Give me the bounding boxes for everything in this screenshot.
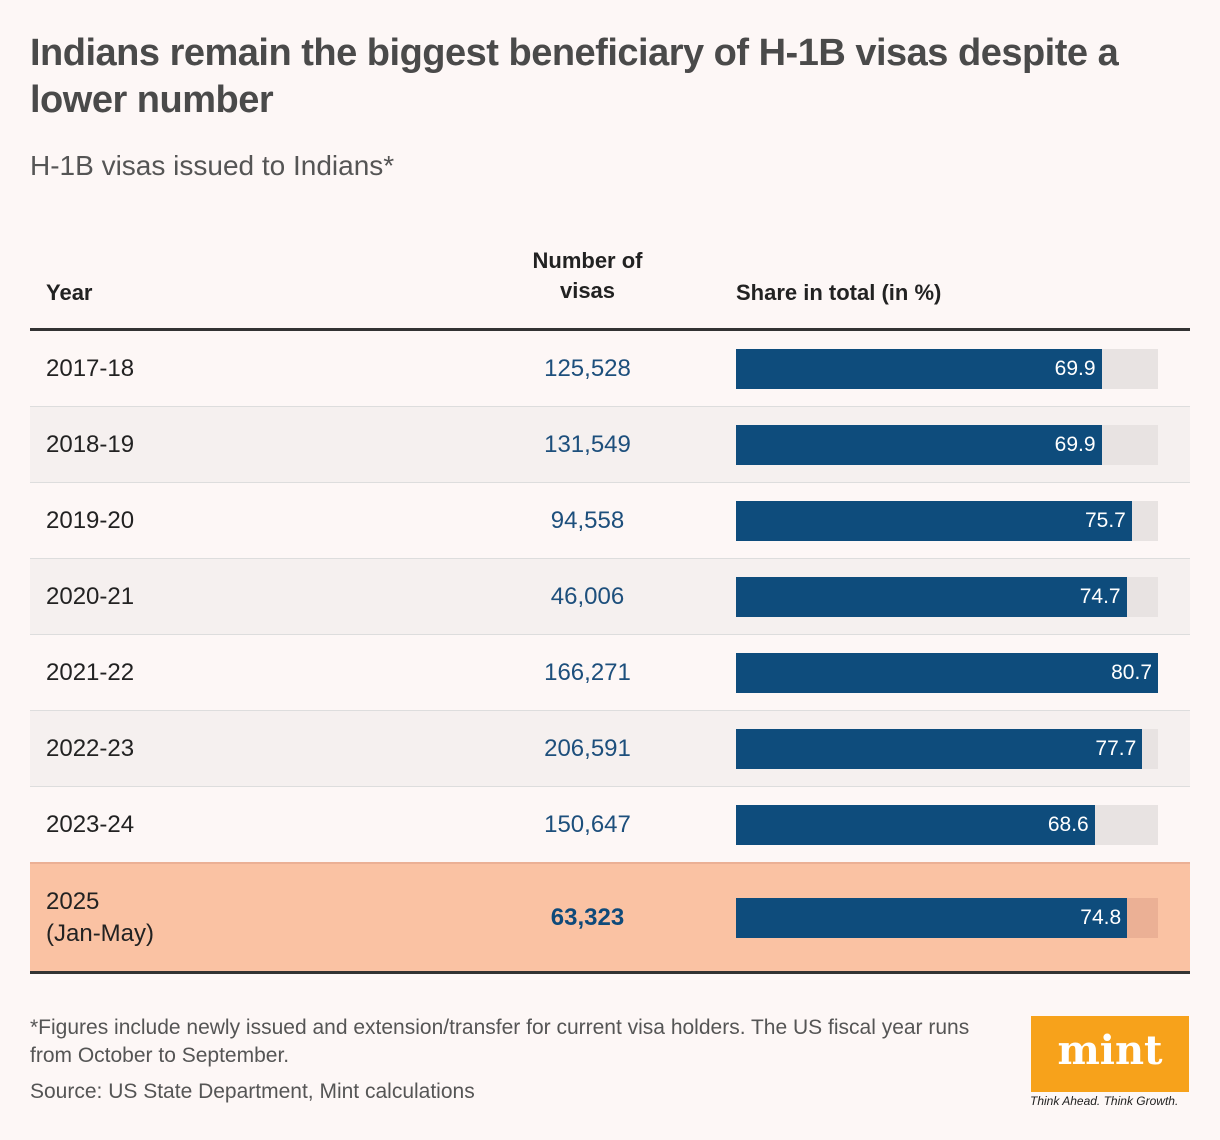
share-bar: 69.9 bbox=[736, 424, 1102, 465]
table-row: 2019-20 94,558 75.7 bbox=[30, 483, 1190, 559]
year-cell: 2020-21 bbox=[46, 582, 135, 610]
share-label: 77.7 bbox=[1095, 736, 1137, 760]
share-track: 68.6 bbox=[736, 804, 1158, 845]
table-row: 2017-18 125,528 69.9 bbox=[30, 331, 1190, 407]
source: Source: US State Department, Mint calcul… bbox=[30, 1080, 475, 1103]
year-cell: 2022-23 bbox=[46, 734, 135, 762]
share-track: 74.8 bbox=[736, 898, 1158, 938]
share-track: 69.9 bbox=[736, 348, 1158, 389]
share-track: 80.7 bbox=[736, 652, 1158, 693]
year-cell: 2025 (Jan-May) bbox=[46, 888, 155, 947]
share-bar: 74.8 bbox=[736, 898, 1128, 938]
share-track: 77.7 bbox=[736, 728, 1158, 769]
visas-cell: 150,647 bbox=[544, 810, 631, 838]
bottom-rule bbox=[30, 971, 1190, 974]
year-cell: 2018-19 bbox=[46, 430, 135, 458]
share-label: 74.7 bbox=[1079, 584, 1121, 608]
header-visas: Number of visas bbox=[532, 248, 643, 303]
share-bar: 75.7 bbox=[736, 500, 1132, 541]
visas-cell: 166,271 bbox=[544, 658, 631, 686]
share-track: 69.9 bbox=[736, 424, 1158, 465]
share-label: 68.6 bbox=[1047, 812, 1089, 836]
year-cell: 2017-18 bbox=[46, 354, 135, 382]
share-bar: 80.7 bbox=[736, 652, 1158, 693]
share-track: 74.7 bbox=[736, 576, 1158, 617]
share-label: 80.7 bbox=[1111, 660, 1152, 684]
share-label: 69.9 bbox=[1054, 356, 1096, 380]
footnote: *Figures include newly issued and extens… bbox=[30, 1016, 970, 1067]
mint-logo: mint bbox=[1031, 1016, 1189, 1092]
share-bar: 74.7 bbox=[736, 576, 1127, 617]
visas-cell: 206,591 bbox=[544, 734, 631, 762]
visas-cell: 131,549 bbox=[544, 430, 631, 458]
table-row: 2025 (Jan-May) 63,323 74.8 bbox=[30, 862, 1190, 972]
year-cell: 2023-24 bbox=[46, 810, 135, 838]
share-track: 75.7 bbox=[736, 500, 1158, 541]
header-rule bbox=[30, 328, 1190, 331]
header-share: Share in total (in %) bbox=[736, 280, 942, 305]
table-row: 2018-19 131,549 69.9 bbox=[30, 407, 1190, 483]
share-bar: 68.6 bbox=[736, 804, 1095, 845]
share-bar: 69.9 bbox=[736, 348, 1102, 389]
chart-subtitle: H-1B visas issued to Indians* bbox=[30, 150, 395, 181]
share-label: 75.7 bbox=[1084, 508, 1126, 532]
table-row: 2023-24 150,647 68.6 bbox=[30, 787, 1190, 863]
share-label: 69.9 bbox=[1054, 432, 1096, 456]
visas-cell: 46,006 bbox=[550, 582, 625, 610]
header-year: Year bbox=[46, 280, 93, 305]
chart-title: Indians remain the biggest beneficiary o… bbox=[30, 32, 1119, 121]
year-cell: 2019-20 bbox=[46, 506, 135, 534]
share-label: 74.8 bbox=[1080, 906, 1122, 929]
visas-cell: 125,528 bbox=[544, 354, 631, 382]
visas-cell: 94,558 bbox=[550, 506, 625, 534]
logo-tagline: Think Ahead. Think Growth. bbox=[1030, 1094, 1179, 1108]
table-row: 2020-21 46,006 74.7 bbox=[30, 559, 1190, 635]
share-bar: 77.7 bbox=[736, 728, 1143, 769]
table-row: 2021-22 166,271 80.7 bbox=[30, 635, 1190, 711]
year-cell: 2021-22 bbox=[46, 658, 135, 686]
table-row: 2022-23 206,591 77.7 bbox=[30, 711, 1190, 787]
visas-cell: 63,323 bbox=[550, 904, 625, 931]
